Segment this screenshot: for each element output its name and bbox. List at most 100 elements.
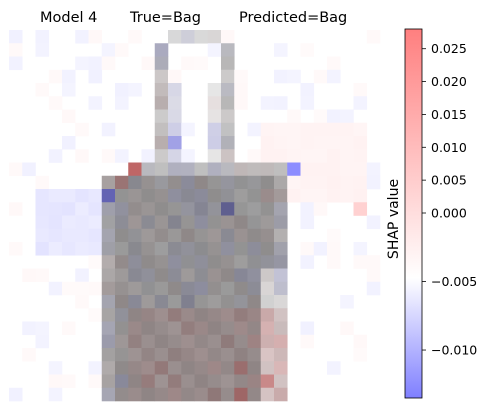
heatmap-pixel — [234, 69, 248, 84]
heatmap-pixel — [247, 228, 262, 243]
heatmap-pixel — [274, 308, 288, 322]
heatmap-pixel — [154, 361, 169, 375]
heatmap-pixel — [168, 255, 182, 269]
heatmap-pixel — [234, 162, 248, 177]
heatmap-pixel — [221, 162, 235, 177]
heatmap-pixel — [181, 202, 195, 216]
heatmap-pixel — [128, 83, 142, 97]
heatmap-pixel — [168, 189, 182, 203]
heatmap-pixel — [154, 149, 169, 163]
heatmap-pixel — [313, 136, 328, 150]
heatmap-pixel — [48, 69, 63, 84]
shap-heatmap-image — [9, 30, 381, 402]
heatmap-pixel — [221, 69, 235, 84]
heatmap-pixel — [287, 136, 301, 150]
heatmap-pixel — [274, 215, 288, 230]
heatmap-pixel — [194, 228, 209, 243]
heatmap-pixel — [62, 321, 76, 336]
heatmap-pixel — [35, 30, 50, 44]
heatmap-pixel — [101, 387, 116, 402]
heatmap-pixel — [221, 83, 235, 97]
heatmap-pixel — [62, 215, 76, 230]
heatmap-pixel — [207, 361, 222, 375]
heatmap-pixel — [141, 162, 156, 177]
heatmap-pixel — [35, 228, 50, 243]
heatmap-pixel — [274, 334, 288, 349]
heatmap-pixel — [207, 83, 222, 97]
heatmap-pixel — [274, 242, 288, 256]
heatmap-pixel — [181, 255, 195, 269]
heatmap-pixel — [340, 122, 354, 137]
heatmap-pixel — [181, 374, 195, 389]
heatmap-pixel — [353, 122, 368, 137]
heatmap-pixel — [141, 228, 156, 243]
heatmap-pixel — [234, 242, 248, 256]
heatmap-pixel — [247, 295, 262, 309]
heatmap-pixel — [221, 387, 235, 402]
heatmap-pixel — [366, 281, 381, 296]
heatmap-pixel — [221, 242, 235, 256]
heatmap-pixel — [247, 308, 262, 322]
heatmap-pixel — [101, 202, 116, 216]
heatmap-pixel — [168, 162, 182, 177]
heatmap-pixel — [141, 189, 156, 203]
heatmap-pixel — [194, 387, 209, 402]
heatmap-pixel — [181, 321, 195, 336]
heatmap-pixel — [115, 96, 129, 110]
heatmap-pixel — [75, 56, 89, 71]
heatmap-pixel — [88, 30, 103, 44]
heatmap-pixel — [247, 255, 262, 269]
heatmap-pixel — [168, 281, 182, 296]
heatmap-pixel — [260, 149, 275, 163]
heatmap-pixel — [260, 228, 275, 243]
heatmap-pixel — [9, 30, 23, 44]
heatmap-pixel — [62, 136, 76, 150]
heatmap-pixel — [207, 255, 222, 269]
heatmap-pixel — [101, 374, 116, 389]
heatmap-pixel — [48, 361, 63, 375]
heatmap-pixel — [274, 149, 288, 163]
heatmap-pixel — [221, 321, 235, 336]
heatmap-pixel — [327, 162, 341, 177]
heatmap-pixel — [274, 43, 288, 57]
heatmap-pixel — [154, 69, 169, 84]
heatmap-pixel — [300, 334, 315, 349]
heatmap-pixel — [221, 334, 235, 349]
heatmap-pixel — [141, 175, 156, 190]
colorbar-tick-label: −0.010 — [431, 343, 477, 358]
heatmap-pixel — [221, 202, 235, 216]
heatmap-pixel — [194, 56, 209, 71]
heatmap-pixel — [353, 334, 368, 349]
heatmap-pixel — [274, 202, 288, 216]
heatmap-pixel — [234, 202, 248, 216]
heatmap-pixel — [128, 268, 142, 283]
heatmap-pixel — [141, 308, 156, 322]
heatmap-pixel — [313, 162, 328, 177]
heatmap-pixel — [75, 149, 89, 163]
heatmap-pixel — [62, 242, 76, 256]
heatmap-pixel — [9, 202, 23, 216]
heatmap-pixel — [181, 215, 195, 230]
heatmap-pixel — [181, 56, 195, 71]
heatmap-pixel — [327, 242, 341, 256]
heatmap-pixel — [221, 295, 235, 309]
heatmap-pixel — [234, 321, 248, 336]
heatmap-pixel — [168, 122, 182, 137]
heatmap-pixel — [88, 242, 103, 256]
heatmap-pixel — [168, 149, 182, 163]
heatmap-pixel — [366, 175, 381, 190]
heatmap-pixel — [101, 189, 116, 203]
heatmap-pixel — [115, 202, 129, 216]
heatmap-pixel — [48, 387, 63, 402]
heatmap-pixel — [207, 295, 222, 309]
heatmap-pixel — [128, 202, 142, 216]
heatmap-pixel — [207, 96, 222, 110]
heatmap-pixel — [88, 96, 103, 110]
title-predicted-label: Predicted=Bag — [239, 10, 347, 26]
heatmap-pixel — [234, 255, 248, 269]
heatmap-pixel — [154, 56, 169, 71]
colorbar-tick-label: 0.000 — [431, 206, 467, 221]
heatmap-pixel — [181, 308, 195, 322]
heatmap-pixel — [260, 387, 275, 402]
heatmap-pixel — [234, 96, 248, 110]
